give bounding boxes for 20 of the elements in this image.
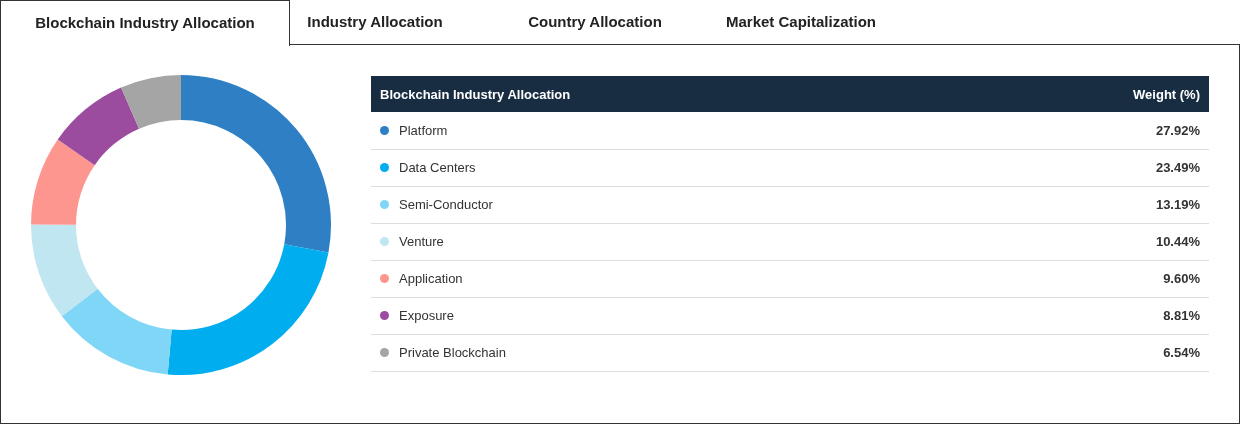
legend-label: Data Centers	[371, 149, 967, 186]
data-label: 9.60%	[966, 260, 1209, 297]
data-label: 8.81%	[966, 297, 1209, 334]
data-label: 27.92%	[966, 112, 1209, 149]
legend-label: Semi-Conductor	[371, 186, 967, 223]
legend-label: Venture	[371, 223, 967, 260]
legend-label: Private Blockchain	[371, 334, 967, 371]
chart-title: Blockchain Industry Allocation	[0, 0, 290, 46]
legend-label: Platform	[371, 112, 967, 149]
legend-label: Application	[371, 260, 967, 297]
legend-label: Exposure	[371, 297, 967, 334]
text: Country Allocation	[527, 12, 663, 32]
data-label: 10.44%	[966, 223, 1209, 260]
legend-title: Blockchain Industry Allocation	[371, 76, 967, 112]
text: Weight (%)	[966, 76, 1209, 112]
text: Industry Allocation	[306, 12, 444, 32]
text: Market Capitalization	[725, 12, 877, 32]
data-label: 23.49%	[966, 149, 1209, 186]
data-label: 6.54%	[966, 334, 1209, 371]
data-label: 13.19%	[966, 186, 1209, 223]
